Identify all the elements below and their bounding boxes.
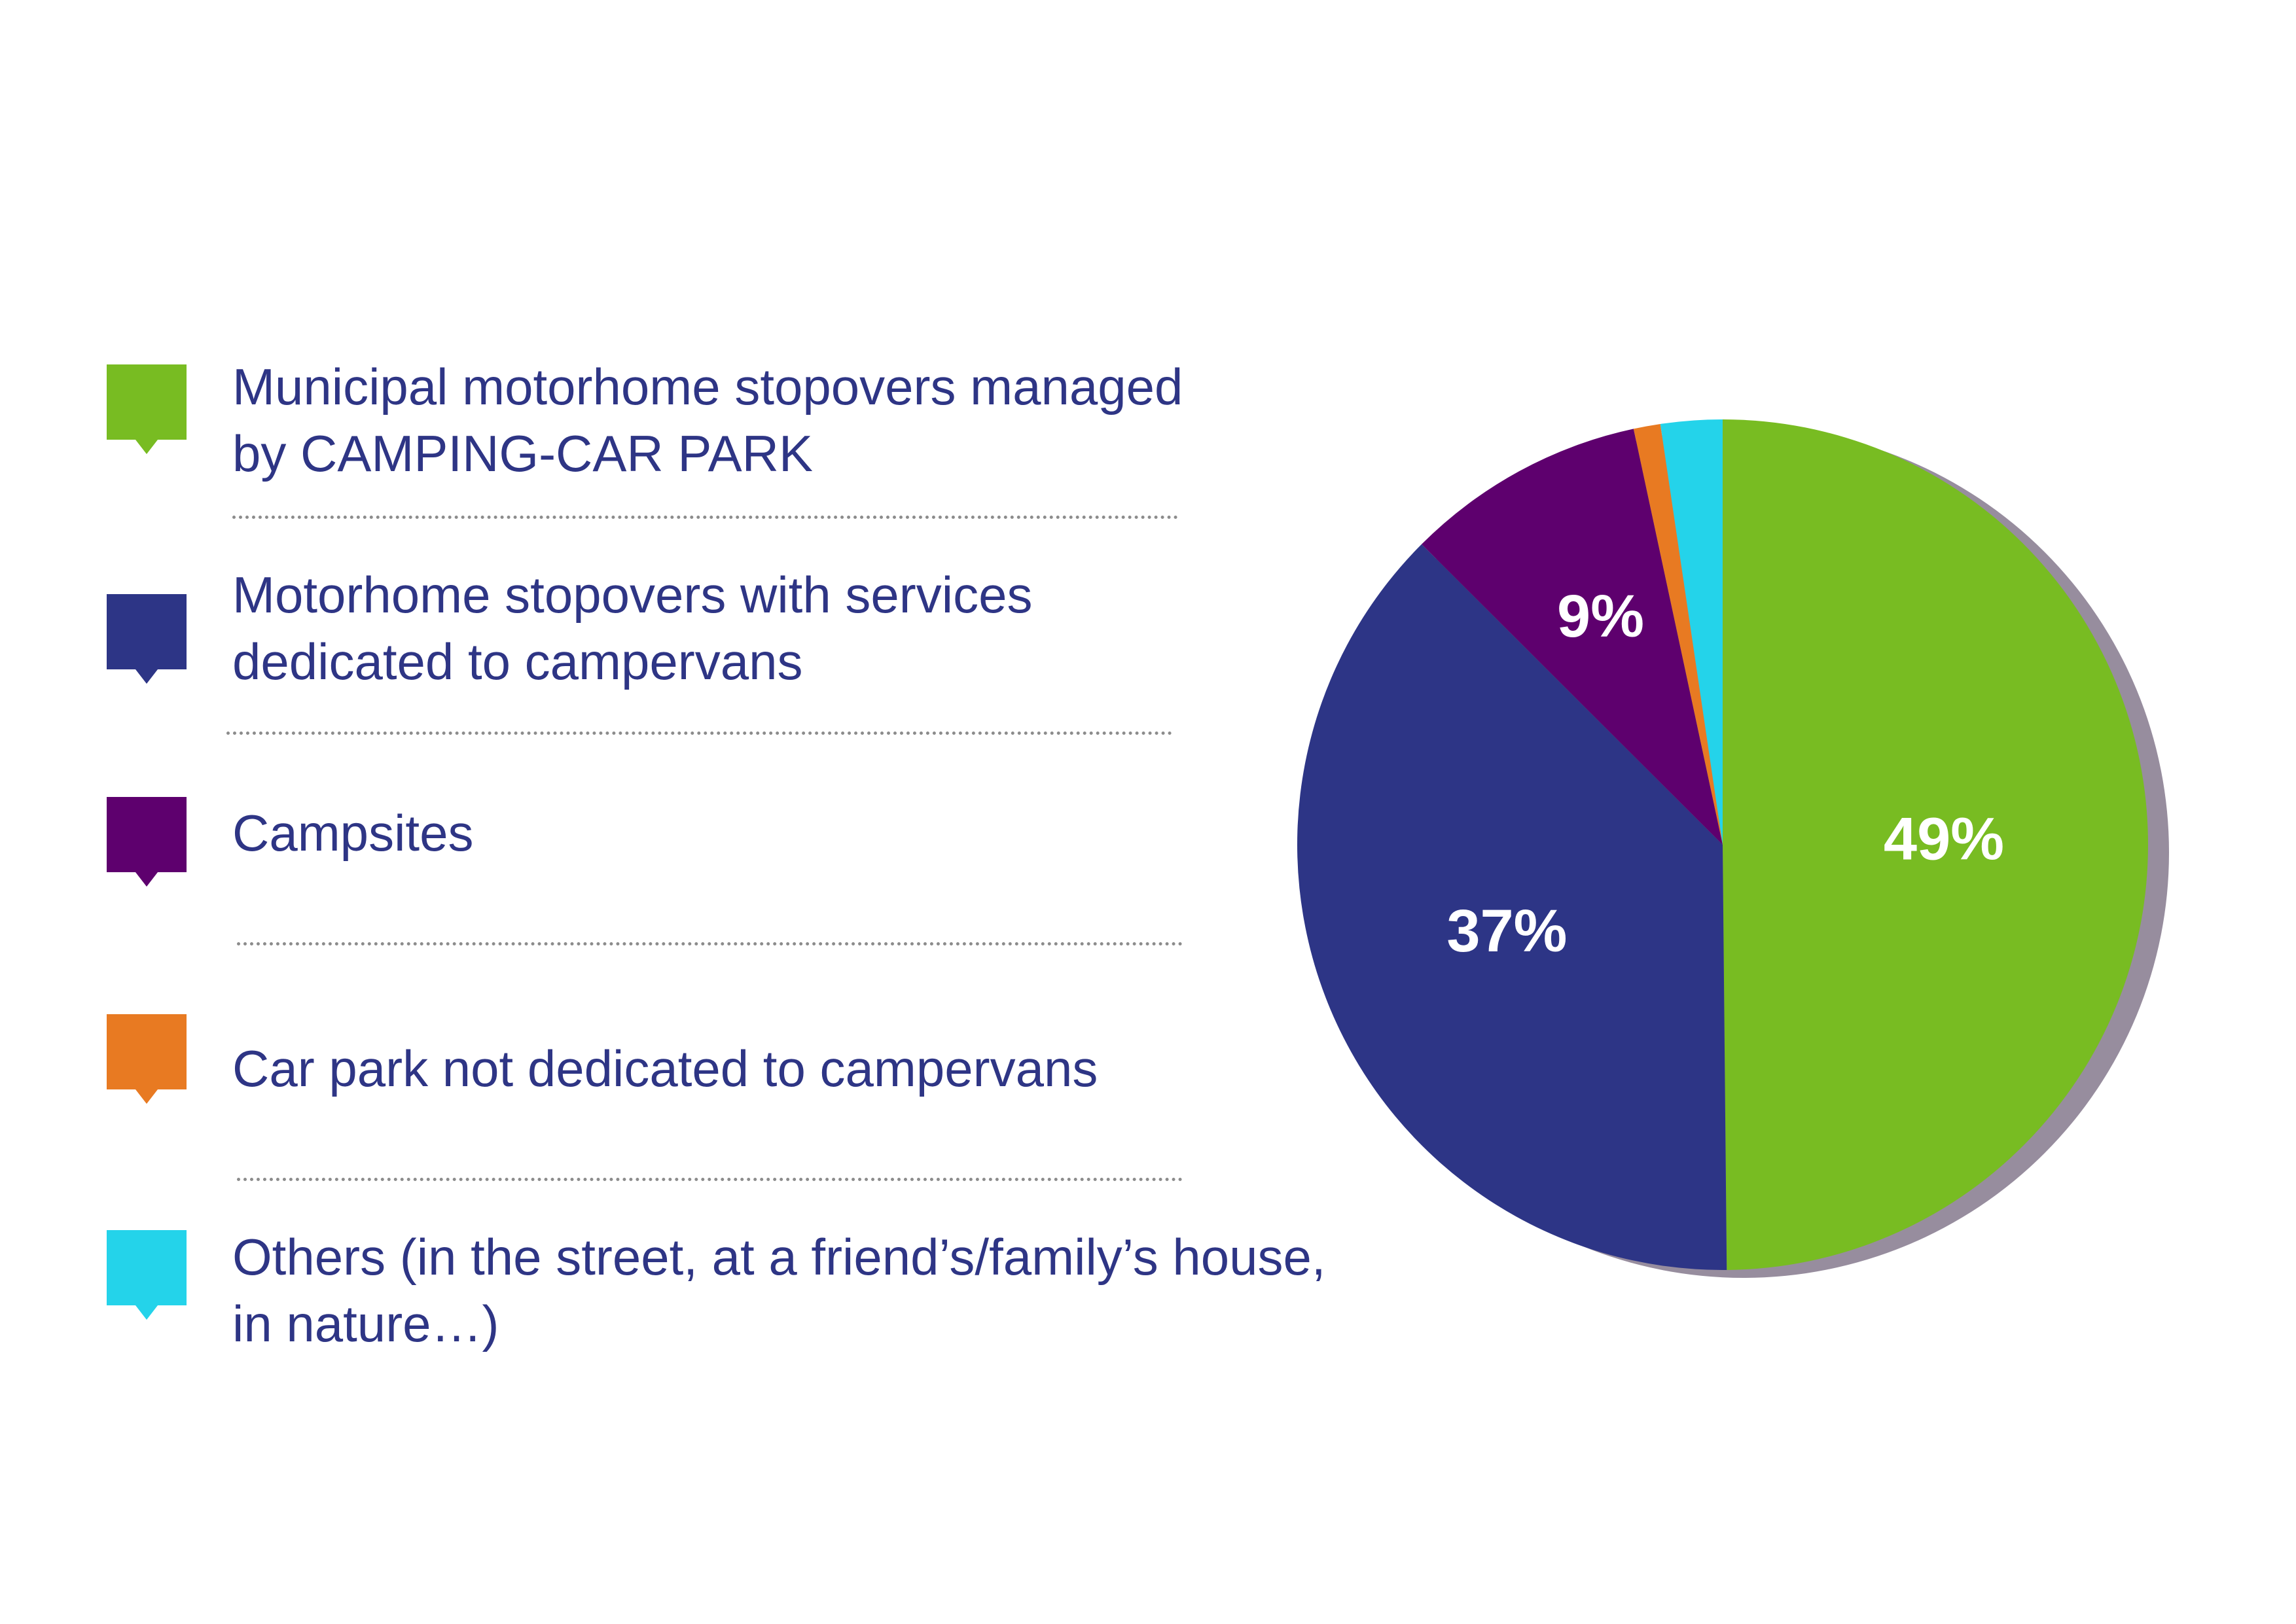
legend-label-others: Others (in the street, at a friend’s/fam… — [232, 1228, 1326, 1352]
slice-label-campsites: 9% — [1557, 583, 1644, 650]
legend: Municipal motorhome stopovers managed by… — [107, 358, 1326, 1352]
legend-swatch-green — [107, 364, 187, 454]
legend-swatch-navy — [107, 594, 187, 684]
pie-slice-municipal — [1723, 419, 2148, 1270]
slice-label-municipal: 49% — [1884, 806, 2004, 873]
pie-slice-others — [1660, 419, 1723, 845]
legend-label-municipal-stopovers: Municipal motorhome stopovers managed by… — [232, 358, 1183, 482]
legend-label-car-park: Car park not dedicated to campervans — [232, 1040, 1098, 1097]
legend-label-campsites: Campsites — [232, 804, 474, 862]
slice-label-services: 37% — [1446, 898, 1567, 964]
legend-swatch-cyan — [107, 1230, 187, 1320]
legend-divider — [226, 732, 1172, 735]
pie-slice-services — [1297, 544, 1727, 1270]
legend-label-services-stopovers: Motorhome stopovers with services dedica… — [232, 566, 1033, 690]
legend-divider — [237, 1178, 1183, 1181]
legend-divider — [232, 516, 1178, 519]
legend-swatch-purple — [107, 797, 187, 887]
pie-slice-car-park — [1633, 424, 1723, 845]
legend-swatch-orange — [107, 1014, 187, 1104]
legend-divider — [237, 942, 1183, 945]
pie-slice-campsites — [1422, 429, 1723, 845]
